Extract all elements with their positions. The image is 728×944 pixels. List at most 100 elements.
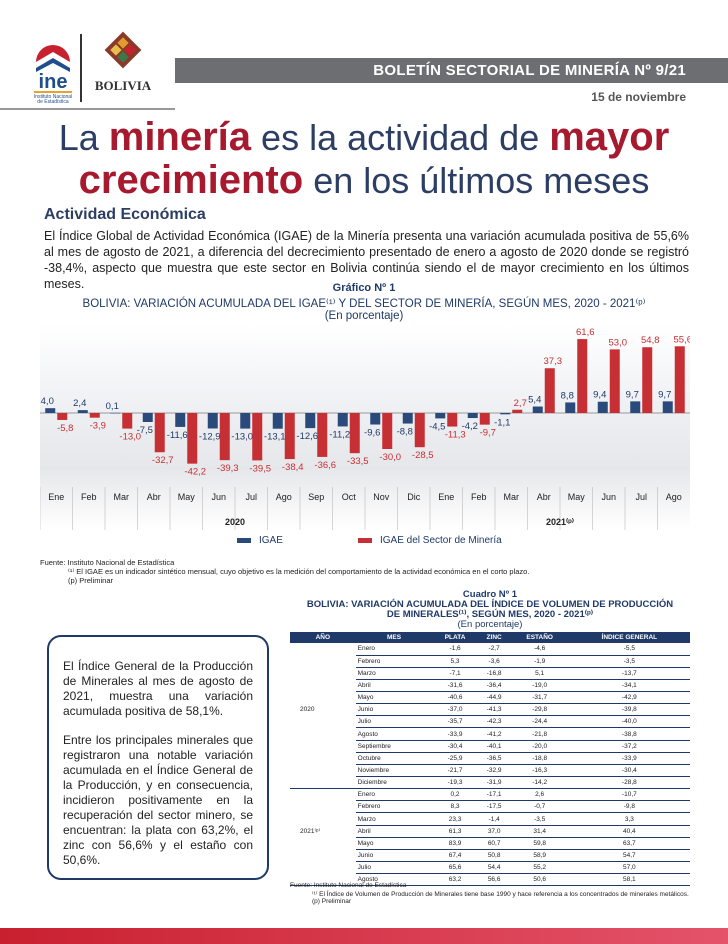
data-label: -38,4 xyxy=(282,462,304,473)
value-cell: 65,6 xyxy=(432,861,478,875)
legend-item-igae: IGAE xyxy=(237,535,283,546)
x-tick-label: Mar xyxy=(504,492,520,502)
bar-mineria xyxy=(674,346,685,413)
bar-mineria xyxy=(284,413,295,460)
bar-mineria xyxy=(187,413,198,464)
table-row: Octubre -25,9 -36,5 -18,8 -33,9 xyxy=(290,752,690,765)
table-row: Noviembre -21,7 -32,9 -16,3 -30,4 xyxy=(290,764,690,778)
table-row: Julio 65,6 54,4 55,2 57,0 xyxy=(290,861,690,875)
box-paragraph: Entre los principales minerales que regi… xyxy=(63,733,253,867)
value-cell: -37,2 xyxy=(568,740,690,753)
bar-mineria xyxy=(609,349,620,413)
box-paragraph: El Índice General de la Producción de Mi… xyxy=(63,659,253,718)
bar-mineria xyxy=(154,413,165,453)
value-cell: 60,7 xyxy=(477,837,511,850)
bar-mineria xyxy=(414,413,425,448)
x-tick-label: Ago xyxy=(276,492,292,502)
x-tick-label: Feb xyxy=(81,492,97,502)
data-label: -9,6 xyxy=(364,428,380,439)
value-cell: 61,3 xyxy=(432,825,478,838)
bar-igae xyxy=(597,401,608,413)
value-cell: -34,1 xyxy=(568,679,690,693)
date: 15 de noviembre xyxy=(591,90,686,104)
ine-logo: ine Instituto Nacional de Estadística xyxy=(28,32,78,105)
bar-igae xyxy=(77,410,88,413)
data-label: 53,0 xyxy=(609,337,628,348)
month-cell: Mayo xyxy=(355,837,433,850)
chart-title: BOLIVIA: VARIACIÓN ACUMULADA DEL IGAE⁽¹⁾… xyxy=(82,298,646,310)
bar-igae xyxy=(337,413,348,427)
table-title: BOLIVIA: VARIACIÓN ACUMULADA DEL ÍNDICE … xyxy=(306,599,674,610)
data-label: -39,3 xyxy=(217,463,239,474)
column-header: AÑO xyxy=(290,632,356,643)
data-label: 54,8 xyxy=(641,335,660,346)
year-label: 2020 xyxy=(225,517,245,527)
data-label: 37,3 xyxy=(544,356,563,367)
x-tick-label: Abr xyxy=(537,492,551,502)
value-cell: 5,3 xyxy=(432,655,478,668)
value-cell: -10,7 xyxy=(568,788,690,802)
value-cell: 54,4 xyxy=(477,861,511,875)
data-label: -11,3 xyxy=(445,430,466,441)
bar-igae xyxy=(305,413,316,429)
data-label: -13,1 xyxy=(264,432,286,443)
value-cell: -42,3 xyxy=(477,715,511,729)
x-tick-label: Ago xyxy=(666,492,682,502)
value-cell: -39,8 xyxy=(568,703,690,717)
data-label: -4,5 xyxy=(429,421,445,432)
month-cell: Enero xyxy=(355,643,433,656)
value-cell: -9,8 xyxy=(568,800,690,814)
bar-mineria xyxy=(479,413,490,425)
chart: 4,0 2,4 0,1 -7,5 -11,6 -12,9 -13,0 -13,1 -12,6 -1… xyxy=(40,325,690,530)
data-label: -12,6 xyxy=(296,431,318,442)
value-cell: -31,7 xyxy=(510,691,569,705)
month-cell: Noviembre xyxy=(355,764,433,778)
data-label: 2,4 xyxy=(73,398,86,409)
x-tick-label: May xyxy=(568,492,586,502)
table-row: Agosto 63,2 56,6 50,6 58,1 xyxy=(290,873,690,887)
value-cell: 2,6 xyxy=(510,788,569,802)
value-cell: 83,9 xyxy=(432,837,478,850)
logo-divider xyxy=(80,34,82,102)
year-cell xyxy=(290,862,356,874)
value-cell: 67,4 xyxy=(432,849,478,863)
bar-igae xyxy=(240,413,251,429)
bar-mineria xyxy=(642,347,653,413)
bar-mineria xyxy=(57,413,68,420)
bar-igae xyxy=(272,413,283,429)
month-cell: Julio xyxy=(355,715,433,729)
value-cell: -33,9 xyxy=(568,752,690,765)
bar-igae xyxy=(532,406,543,413)
value-cell: -21,8 xyxy=(510,727,569,741)
year-cell: 2021⁽ᵖ⁾ xyxy=(300,828,321,836)
value-cell: -13,7 xyxy=(568,667,690,680)
data-label: -28,5 xyxy=(412,450,434,461)
bar-igae xyxy=(402,413,413,424)
data-label: -33,5 xyxy=(347,456,369,467)
column-header: MES xyxy=(355,632,433,643)
value-cell: -0,7 xyxy=(510,800,569,814)
value-cell: -1,9 xyxy=(510,655,569,668)
month-cell: Mayo xyxy=(355,691,433,705)
bar-igae xyxy=(175,413,186,427)
month-cell: Octubre xyxy=(355,752,433,765)
chart-note: (p) Preliminar xyxy=(68,576,114,585)
x-tick-label: Ene xyxy=(438,492,454,502)
data-label: -11,2 xyxy=(329,429,350,440)
legend-swatch xyxy=(358,538,372,543)
month-cell: Febrero xyxy=(355,800,433,814)
month-cell: Junio xyxy=(355,849,433,863)
bulletin-banner: BOLETÍN SECTORIAL DE MINERÍA Nº 9/21 xyxy=(175,58,728,83)
value-cell: 57,0 xyxy=(568,861,690,875)
year-cell xyxy=(290,716,356,728)
table-row: Julio -35,7 -42,3 -24,4 -40,0 xyxy=(290,715,690,729)
value-cell: 59,8 xyxy=(510,837,569,850)
legend-label: IGAE xyxy=(259,535,283,546)
month-cell: Enero xyxy=(355,788,433,802)
value-cell: -42,9 xyxy=(568,691,690,705)
table-row: Enero 0,2 -17,1 2,6 -10,7 xyxy=(290,788,690,802)
year-cell xyxy=(290,764,356,776)
value-cell: -14,2 xyxy=(510,776,569,790)
value-cell: -19,0 xyxy=(510,679,569,693)
value-cell: -25,9 xyxy=(432,752,478,765)
